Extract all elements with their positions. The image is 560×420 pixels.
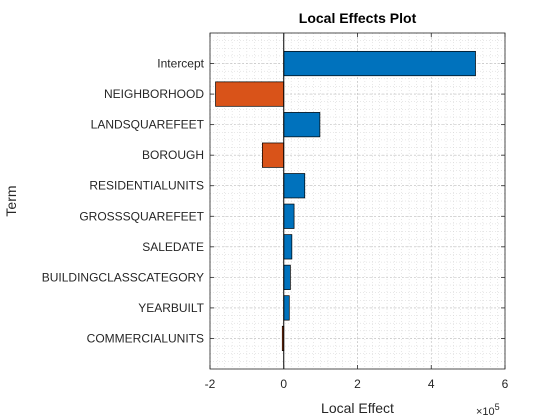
bar-buildingclasscategory: [283, 264, 291, 290]
bar-landsquarefeet: [283, 112, 321, 138]
bar-borough: [262, 142, 285, 168]
y-tick-label: BUILDINGCLASSCATEGORY: [42, 270, 204, 284]
y-tick-label: BOROUGH: [142, 148, 204, 162]
y-tick-label: SALEDATE: [142, 240, 204, 254]
y-tick-label: Intercept: [157, 57, 204, 71]
bar-intercept: [283, 50, 476, 77]
y-tick-label: NEIGHBORHOOD: [104, 87, 204, 101]
x-axis-ticks: -2 0 2 4 6: [205, 33, 509, 391]
x-axis-exponent-power: 5: [495, 402, 500, 412]
y-tick-label: LANDSQUAREFEET: [91, 118, 205, 132]
bar-yearbuilt: [283, 295, 290, 321]
x-axis-exponent-base: ×10: [476, 406, 495, 418]
bar-neighborhood: [215, 81, 285, 107]
y-tick-label: COMMERCIALUNITS: [87, 331, 204, 345]
x-axis-exponent: ×105: [476, 402, 500, 418]
y-axis-label: Term: [3, 185, 19, 216]
bar-saledate: [283, 234, 293, 260]
x-tick-label: 6: [502, 377, 509, 391]
y-tick-label: GROSSSQUAREFEET: [79, 209, 204, 223]
bar-grosssquarefeet: [283, 203, 295, 229]
y-axis-ticks: Intercept NEIGHBORHOOD LANDSQUAREFEET BOROU…: [42, 57, 505, 345]
bar-residentialunits: [283, 173, 306, 199]
x-tick-label: -2: [205, 377, 216, 391]
y-tick-label: RESIDENTIALUNITS: [89, 179, 204, 193]
x-tick-label: 0: [280, 377, 287, 391]
x-axis-label: Local Effect: [321, 400, 394, 416]
chart-title: Local Effects Plot: [299, 10, 417, 26]
x-tick-label: 2: [354, 377, 361, 391]
y-tick-label: YEARBUILT: [138, 301, 204, 315]
x-tick-label: 4: [428, 377, 435, 391]
